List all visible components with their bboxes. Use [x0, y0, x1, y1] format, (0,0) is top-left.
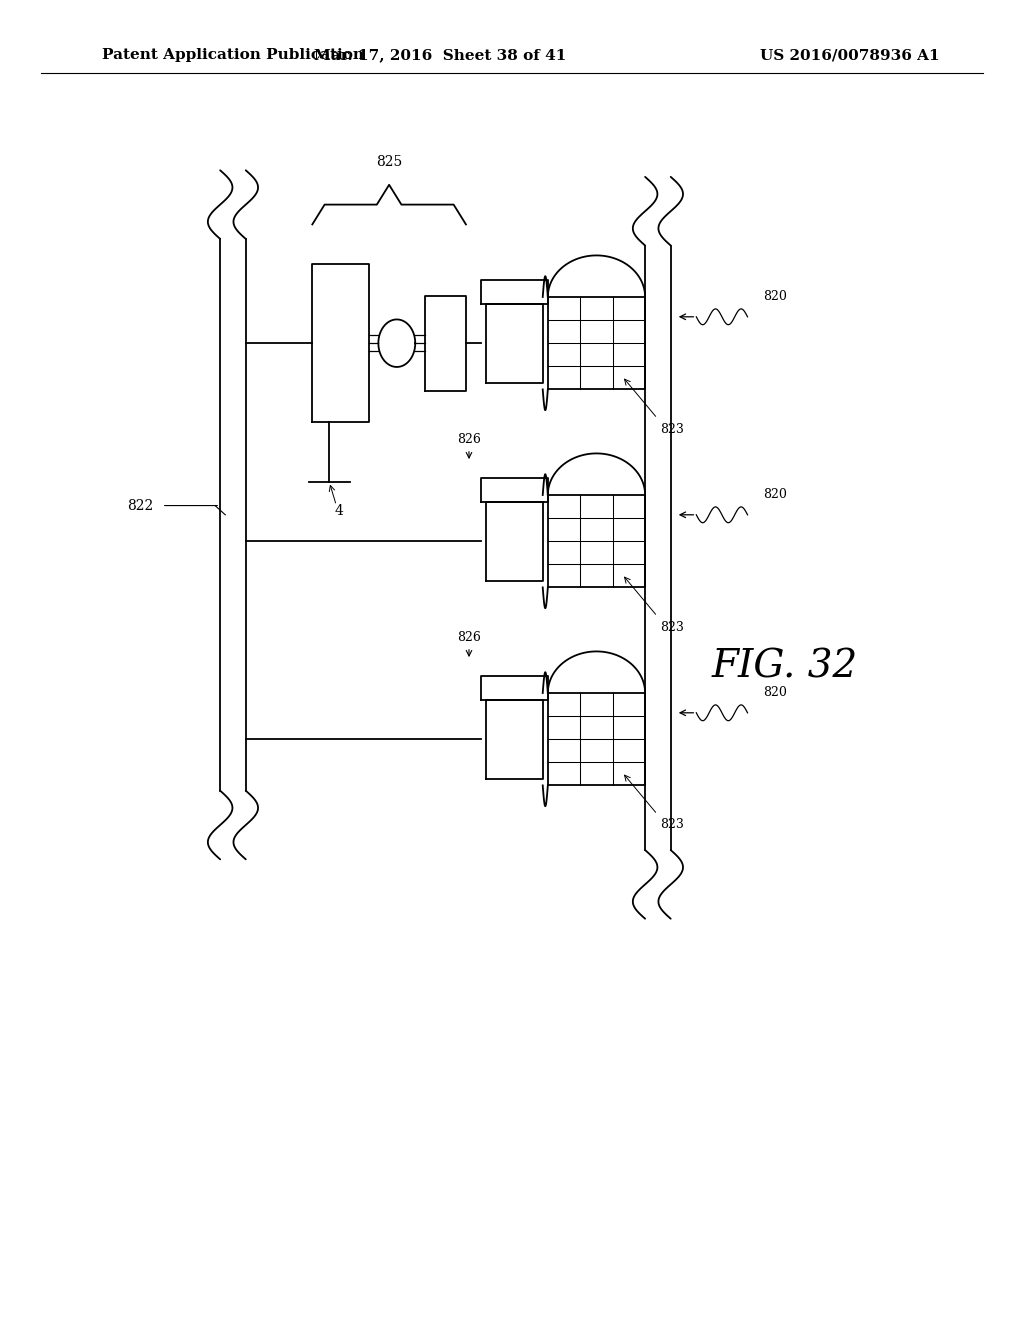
Text: Mar. 17, 2016  Sheet 38 of 41: Mar. 17, 2016 Sheet 38 of 41 [314, 49, 566, 62]
Text: 826: 826 [457, 433, 481, 446]
Text: 823: 823 [660, 818, 684, 832]
Text: FIG. 32: FIG. 32 [712, 648, 858, 685]
Text: 825: 825 [376, 154, 402, 169]
Text: 820: 820 [763, 290, 786, 304]
Text: 822: 822 [127, 499, 154, 512]
Text: 823: 823 [660, 620, 684, 634]
Text: 820: 820 [763, 488, 786, 502]
Text: 820: 820 [763, 686, 786, 700]
Text: US 2016/0078936 A1: US 2016/0078936 A1 [760, 49, 940, 62]
Text: 826: 826 [457, 631, 481, 644]
Text: 823: 823 [660, 422, 684, 436]
Text: 4: 4 [334, 504, 343, 517]
Text: Patent Application Publication: Patent Application Publication [102, 49, 365, 62]
